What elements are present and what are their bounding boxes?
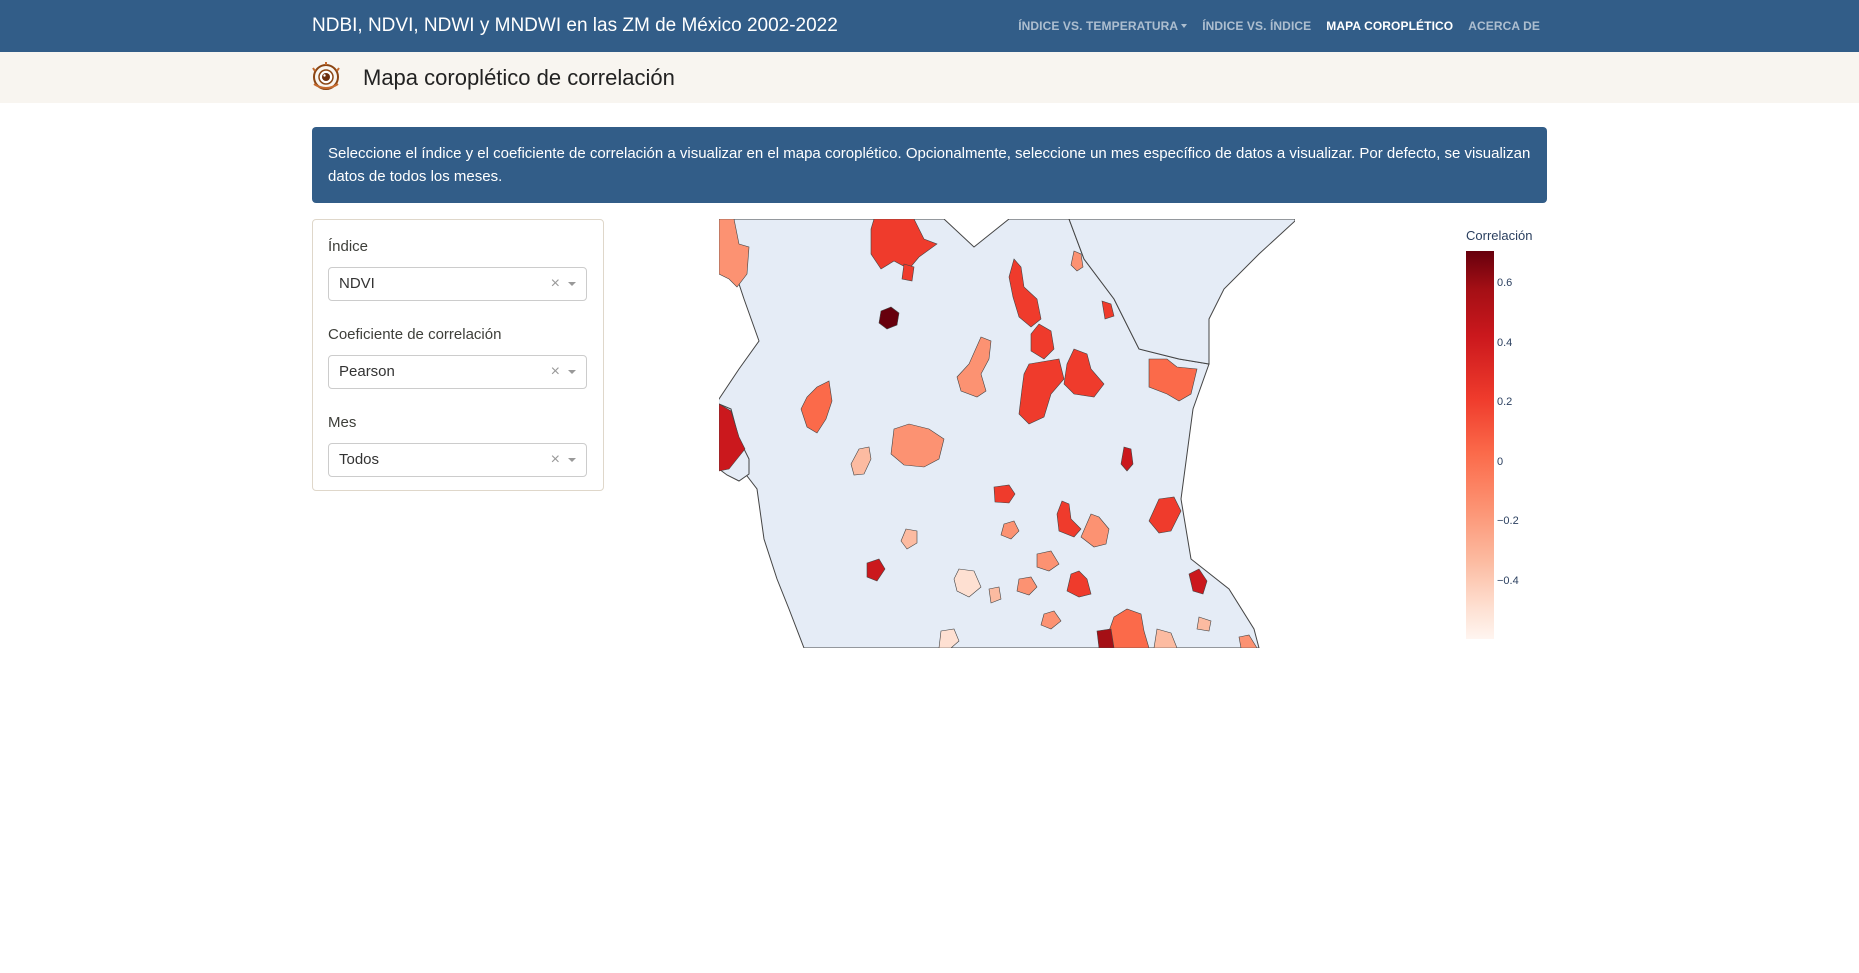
navbar-brand[interactable]: NDBI, NDVI, NDWI y MNDWI en las ZM de Mé… — [312, 15, 838, 36]
region-zacatecas[interactable] — [993, 484, 1016, 504]
region-coatz[interactable] — [1238, 634, 1258, 648]
info-alert: Seleccione el índice y el coeficiente de… — [312, 127, 1547, 203]
nav-link-indice-temperatura[interactable]: Índice vs. temperatura — [1018, 19, 1188, 33]
region-veracruz[interactable] — [1153, 628, 1178, 648]
region-east-1[interactable] — [1101, 300, 1115, 320]
chevron-down-icon[interactable] — [568, 458, 576, 462]
nav-link-acerca-de[interactable]: Acerca de — [1468, 19, 1540, 33]
caret-down-icon — [1181, 24, 1188, 28]
navbar: NDBI, NDVI, NDWI y MNDWI en las ZM de Mé… — [0, 0, 1859, 52]
month-clear-icon[interactable]: × — [550, 451, 560, 468]
index-select[interactable]: NDVI × — [328, 267, 587, 301]
month-label: Mes — [328, 414, 357, 431]
colorbar-tick: 0.6 — [1497, 277, 1513, 289]
region-lapaz[interactable] — [719, 403, 746, 472]
region-guadalajara[interactable] — [953, 568, 982, 598]
index-select-value: NDVI — [339, 275, 375, 292]
colorbar-title: Correlación — [1466, 228, 1533, 243]
coef-clear-icon[interactable]: × — [550, 363, 560, 380]
region-queretaro[interactable] — [1066, 570, 1092, 598]
region-victoria[interactable] — [1120, 446, 1134, 472]
colorbar-tick: 0 — [1497, 456, 1504, 468]
colorbar — [1466, 251, 1494, 639]
region-small-east[interactable] — [1196, 616, 1212, 632]
map-svg[interactable] — [719, 219, 1295, 648]
colorbar-tick: 0.4 — [1497, 337, 1513, 349]
region-colima-2[interactable] — [938, 628, 960, 648]
region-north-chain[interactable] — [1008, 258, 1042, 328]
region-culiacan[interactable] — [800, 380, 833, 434]
chevron-down-icon[interactable] — [568, 370, 576, 374]
region-tepic[interactable] — [900, 528, 918, 550]
page-header: Mapa coroplético de correlación — [0, 52, 1859, 103]
region-leon[interactable] — [1036, 550, 1060, 572]
region-dark-1[interactable] — [878, 306, 900, 330]
region-poza[interactable] — [1188, 568, 1208, 595]
region-tampico-2[interactable] — [1148, 496, 1182, 534]
region-tula[interactable] — [1040, 610, 1062, 630]
region-east-2[interactable] — [1070, 250, 1084, 272]
colorbar-tick: −0.4 — [1497, 575, 1519, 587]
region-colima[interactable] — [988, 586, 1002, 604]
region-tampico[interactable] — [1148, 358, 1198, 402]
index-label: Índice — [328, 238, 369, 255]
colorbar-tick: −0.2 — [1497, 515, 1519, 527]
region-nayarit[interactable] — [866, 558, 886, 582]
region-aguascalientes[interactable] — [1000, 520, 1020, 540]
coef-label: Coeficiente de correlación — [328, 326, 502, 343]
region-monterrey[interactable] — [1018, 358, 1065, 425]
region-durango[interactable] — [890, 423, 945, 468]
region-small-1[interactable] — [901, 263, 915, 282]
month-select[interactable]: Todos × — [328, 443, 587, 477]
navbar-links: Índice vs. temperatura Índice vs. índice… — [1018, 0, 1540, 52]
coef-select-value: Pearson — [339, 363, 395, 380]
region-mazatlan[interactable] — [850, 446, 872, 476]
region-tijuana[interactable] — [719, 219, 750, 288]
eye-logo-icon — [312, 62, 340, 90]
nav-link-indice-indice[interactable]: Índice vs. índice — [1202, 19, 1312, 33]
gulf-coastline — [1068, 219, 1295, 365]
nav-link-mapa-coropletico[interactable]: Mapa coroplético — [1326, 19, 1454, 33]
controls-card: Índice NDVI × Coeficiente de correlación… — [312, 219, 604, 491]
region-saltillo[interactable] — [1063, 348, 1105, 398]
month-select-value: Todos — [339, 451, 380, 468]
choropleth-map[interactable] — [719, 219, 1295, 648]
region-sanluis-2[interactable] — [1080, 513, 1110, 548]
region-north-chain-2[interactable] — [1030, 323, 1055, 360]
region-sanluis[interactable] — [1056, 500, 1082, 538]
region-puebla-dark[interactable] — [1096, 628, 1115, 648]
region-morelia[interactable] — [1016, 576, 1038, 596]
region-chihuahua[interactable] — [956, 336, 992, 398]
chevron-down-icon[interactable] — [568, 282, 576, 286]
index-clear-icon[interactable]: × — [550, 275, 560, 292]
colorbar-tick: 0.2 — [1497, 396, 1513, 408]
coef-select[interactable]: Pearson × — [328, 355, 587, 389]
page-title: Mapa coroplético de correlación — [363, 65, 675, 90]
